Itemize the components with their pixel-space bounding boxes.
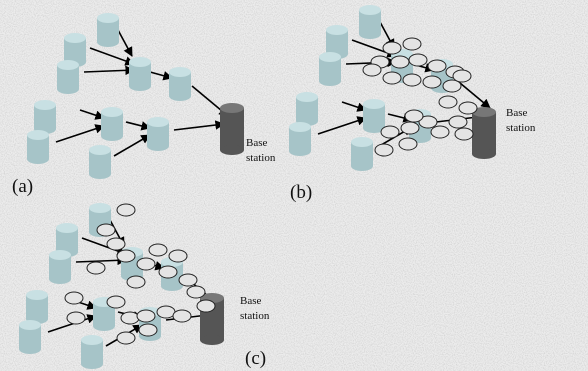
station-label: Base xyxy=(246,137,268,149)
node-top xyxy=(296,92,318,102)
packet xyxy=(403,38,421,50)
node-bottom xyxy=(359,29,381,39)
packet xyxy=(363,64,381,76)
packet xyxy=(139,324,157,336)
node-top xyxy=(26,290,48,300)
node-bottom xyxy=(220,145,244,155)
packet xyxy=(107,296,125,308)
packet xyxy=(127,276,145,288)
node-top xyxy=(81,335,103,345)
node-bottom xyxy=(97,37,119,47)
node-bottom xyxy=(129,81,151,91)
node-top xyxy=(326,25,348,35)
node-bottom xyxy=(49,274,71,284)
packet xyxy=(439,96,457,108)
node-bottom xyxy=(200,335,224,345)
node-top xyxy=(351,137,373,147)
node-top xyxy=(289,122,311,132)
station-label: station xyxy=(240,310,270,322)
node-top xyxy=(169,67,191,77)
packet xyxy=(65,292,83,304)
packet xyxy=(449,116,467,128)
packet xyxy=(117,204,135,216)
node-bottom xyxy=(19,344,41,354)
node-top xyxy=(34,100,56,110)
packet xyxy=(149,244,167,256)
node-bottom xyxy=(57,84,79,94)
node-top xyxy=(19,320,41,330)
packet xyxy=(137,310,155,322)
node-top xyxy=(89,203,111,213)
packet xyxy=(117,332,135,344)
packet xyxy=(375,144,393,156)
packet xyxy=(383,72,401,84)
panel-label: (c) xyxy=(245,348,266,369)
packet xyxy=(431,126,449,138)
packet xyxy=(405,110,423,122)
node-top xyxy=(129,57,151,67)
node-bottom xyxy=(93,321,115,331)
node-top xyxy=(56,223,78,233)
node-bottom xyxy=(351,161,373,171)
packet xyxy=(383,42,401,54)
station-label: Base xyxy=(240,295,262,307)
node-top xyxy=(319,52,341,62)
node-body xyxy=(472,112,496,154)
node-top xyxy=(363,99,385,109)
packet xyxy=(121,312,139,324)
packet xyxy=(87,262,105,274)
node-bottom xyxy=(81,359,103,369)
node-top xyxy=(220,103,244,113)
node-top xyxy=(97,13,119,23)
packet xyxy=(117,250,135,262)
node-bottom xyxy=(319,76,341,86)
packet xyxy=(159,266,177,278)
node-bottom xyxy=(147,141,169,151)
node-bottom xyxy=(27,154,49,164)
packet xyxy=(409,54,427,66)
node-top xyxy=(89,145,111,155)
packet xyxy=(169,250,187,262)
station-label: station xyxy=(506,122,536,134)
diagram: (a) Base station (b) Base station (c) Base stati… xyxy=(0,0,588,371)
node-bottom xyxy=(89,169,111,179)
station-label: station xyxy=(246,152,276,164)
node-body xyxy=(220,108,244,150)
packet xyxy=(197,300,215,312)
packet xyxy=(401,122,419,134)
panel-label: (a) xyxy=(12,176,33,197)
packet xyxy=(67,312,85,324)
node-top xyxy=(49,250,71,260)
node-top xyxy=(64,33,86,43)
packet xyxy=(455,128,473,140)
packet xyxy=(459,102,477,114)
packet xyxy=(179,274,197,286)
packet xyxy=(428,60,446,72)
node-top xyxy=(57,60,79,70)
node-bottom xyxy=(169,91,191,101)
packet xyxy=(97,224,115,236)
node-top xyxy=(359,5,381,15)
packet xyxy=(173,310,191,322)
node-bottom xyxy=(472,149,496,159)
packet xyxy=(137,258,155,270)
node-bottom xyxy=(289,146,311,156)
station-label: Base xyxy=(506,107,528,119)
node-top xyxy=(27,130,49,140)
packet xyxy=(187,286,205,298)
packet xyxy=(381,126,399,138)
packet xyxy=(391,56,409,68)
packet xyxy=(453,70,471,82)
packet xyxy=(157,306,175,318)
panel-label: (b) xyxy=(290,182,312,203)
packet xyxy=(423,76,441,88)
packet xyxy=(107,238,125,250)
packet xyxy=(403,74,421,86)
packet xyxy=(399,138,417,150)
node-top xyxy=(101,107,123,117)
node-top xyxy=(147,117,169,127)
node-bottom xyxy=(101,131,123,141)
